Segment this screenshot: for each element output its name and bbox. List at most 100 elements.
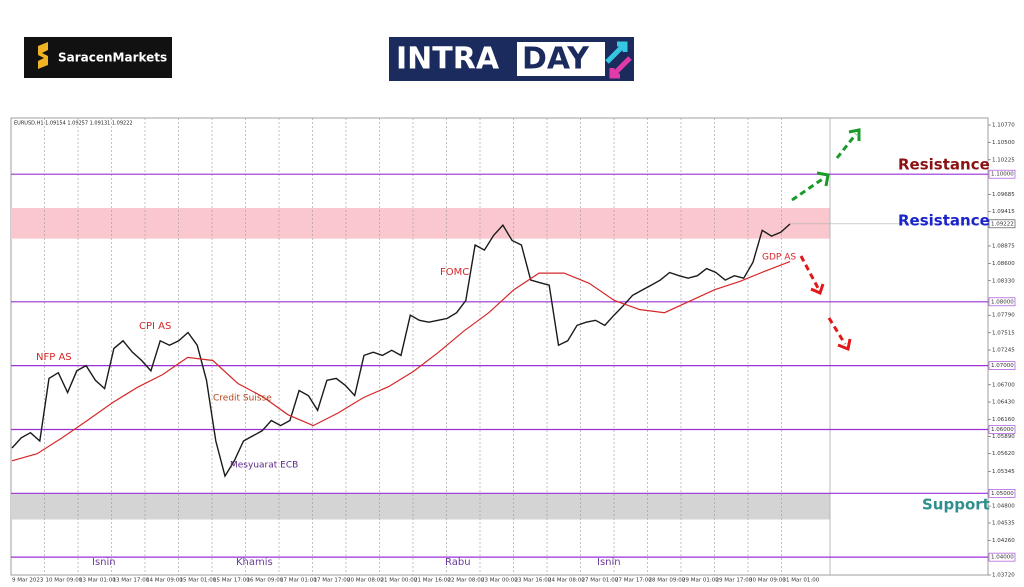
x-tick-label: 13 Mar 17:00 — [113, 578, 150, 584]
level-label: 1.04000 — [991, 555, 1014, 561]
intraday-logo: INTRA DAY — [389, 37, 634, 81]
x-tick-label: 31 Mar 01:00 — [783, 578, 820, 584]
event-label: NFP AS — [36, 352, 72, 363]
y-tick-label: 1.05890 — [992, 434, 1015, 440]
x-tick-label: 13 Mar 01:00 — [79, 578, 116, 584]
zone-label: Support — [922, 496, 990, 514]
arrow-head — [816, 171, 830, 187]
x-tick-label: 23 Mar 16:00 — [515, 578, 552, 584]
y-tick-label: 1.10225 — [992, 157, 1015, 163]
event-label: Credit Suisse — [213, 394, 272, 404]
x-tick-label: 28 Mar 09:00 — [649, 578, 686, 584]
y-tick-label: 1.04800 — [992, 504, 1015, 510]
arrow-down — [799, 255, 820, 289]
x-tick-label: 15 Mar 01:00 — [180, 578, 217, 584]
x-tick-label: 10 Mar 09:00 — [46, 578, 83, 584]
zone — [11, 207, 830, 239]
zone-label: Resistance — [898, 212, 990, 230]
symbol-info: EURUSD,H1 1.09154 1.09257 1.09131 1.0922… — [14, 121, 133, 127]
last-price-box — [988, 219, 1016, 229]
logo-arrow-up — [605, 41, 628, 64]
arrow-head — [848, 128, 861, 141]
brand-name: SaracenMarkets — [58, 51, 167, 65]
brand-logo: SaracenMarkets — [24, 37, 172, 78]
chart: EURUSD,H1 1.09154 1.09257 1.09131 1.0922… — [10, 117, 1016, 584]
x-tick-label: 17 Mar 17:00 — [314, 578, 351, 584]
x-tick-label: 29 Mar 17:00 — [716, 578, 753, 584]
zone — [11, 493, 830, 520]
scenario-arrows — [791, 128, 861, 352]
arrow-up — [791, 176, 825, 202]
y-tick-label: 1.07245 — [992, 348, 1015, 354]
x-tick-label: 21 Mar 16:00 — [414, 578, 451, 584]
x-tick-label: 15 Mar 17:00 — [213, 578, 250, 584]
y-tick-label: 1.10500 — [992, 140, 1015, 146]
arrow-head — [837, 338, 852, 352]
x-tick-label: 16 Mar 09:00 — [247, 578, 284, 584]
level-label: 1.05000 — [991, 491, 1014, 497]
y-tick-label: 1.06160 — [992, 417, 1015, 423]
arrow-down — [827, 317, 847, 345]
x-tick-label: 30 Mar 09:00 — [749, 578, 786, 584]
level-label-box — [988, 361, 1016, 370]
y-tick-label: 1.10770 — [992, 123, 1015, 129]
level-label: 1.07000 — [991, 363, 1014, 369]
day-label: Rabu — [445, 557, 471, 568]
level-label-box — [988, 297, 1016, 307]
x-tick-label: 27 Mar 01:00 — [582, 578, 619, 584]
y-tick-label: 1.06700 — [992, 382, 1015, 388]
x-tick-label: 22 Mar 08:00 — [448, 578, 485, 584]
logo-arrow-down — [609, 56, 632, 79]
x-tick-label: 20 Mar 08:00 — [347, 578, 384, 584]
y-tick-label: 1.09415 — [992, 209, 1015, 215]
y-tick-label: 1.08875 — [992, 243, 1015, 249]
level-label: 1.06000 — [991, 427, 1014, 433]
zone-labels: Resistance Resistance Support — [898, 156, 990, 514]
x-tick-label: 29 Mar 01:00 — [682, 578, 719, 584]
series-line — [11, 223, 791, 478]
level-label-box — [988, 425, 1016, 434]
brand-box — [24, 37, 172, 78]
y-tick-label: 1.07515 — [992, 330, 1015, 336]
day-label: Isnin — [597, 557, 621, 568]
x-tick-label: 23 Mar 00:00 — [481, 578, 518, 584]
x-tick-label: 9 Mar 2023 — [12, 578, 44, 584]
y-tick-label: 1.08330 — [992, 278, 1015, 284]
logo-right: DAY — [522, 42, 590, 77]
level-label: 1.10000 — [991, 172, 1014, 178]
day-label: Isnin — [92, 557, 116, 568]
zone-label: Resistance — [898, 156, 990, 174]
arrow-up — [835, 133, 858, 159]
y-tick-label: 1.05345 — [992, 469, 1015, 475]
y-tick-label: 1.07790 — [992, 313, 1015, 319]
x-tick-label: 27 Mar 17:00 — [615, 578, 652, 584]
y-tick-label: 1.04260 — [992, 538, 1015, 544]
event-label: CPI AS — [139, 321, 171, 332]
x-tick-label: 24 Mar 08:00 — [548, 578, 585, 584]
y-tick-label: 1.05620 — [992, 451, 1015, 457]
level-label-box — [988, 552, 1016, 562]
event-label: GDP AS — [762, 253, 796, 263]
arrow-head — [810, 283, 825, 296]
last-price-label: 1.09222 — [991, 221, 1014, 227]
y-tick-label: 1.06430 — [992, 400, 1015, 406]
brand-icon — [38, 42, 48, 69]
level-label: 1.08000 — [991, 299, 1014, 305]
x-tick-label: 21 Mar 00:00 — [381, 578, 418, 584]
y-tick-label: 1.03720 — [992, 573, 1015, 579]
y-tick-label: 1.04535 — [992, 520, 1015, 526]
event-label: Mesyuarat ECB — [230, 461, 298, 471]
logo-right-box — [517, 42, 605, 76]
series-line — [11, 261, 791, 462]
event-label: FOMC — [440, 267, 469, 278]
y-tick-label: 1.09685 — [992, 192, 1015, 198]
logo-left: INTRA — [396, 42, 500, 77]
level-label-box — [988, 169, 1016, 179]
level-label-box — [988, 489, 1016, 498]
event-labels: NFP AS CPI AS Credit Suisse Mesyuarat EC… — [36, 253, 796, 569]
y-tick-label: 1.08600 — [992, 261, 1015, 267]
x-tick-label: 17 Mar 01:00 — [280, 578, 317, 584]
x-tick-label: 14 Mar 09:00 — [146, 578, 183, 584]
day-label: Khamis — [236, 557, 273, 568]
